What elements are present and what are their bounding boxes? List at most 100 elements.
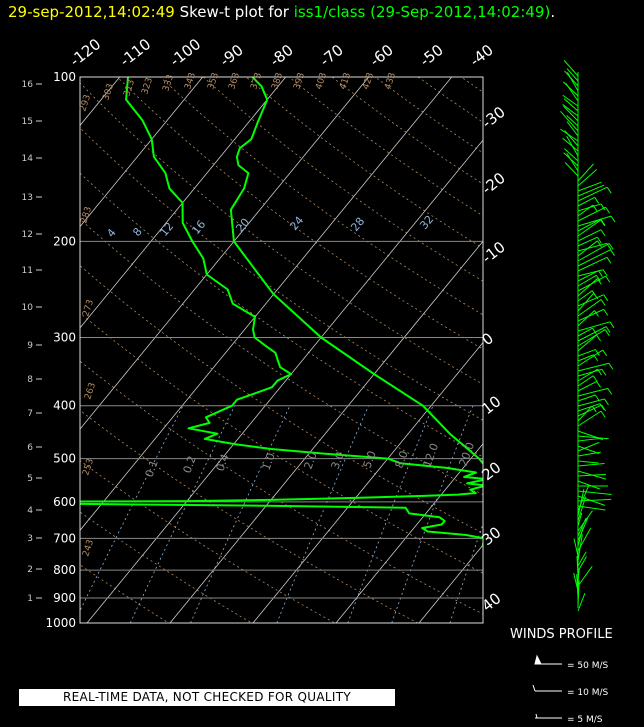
- dry-adiabat-label: 273: [81, 298, 96, 317]
- dry-adiabat-line: [80, 360, 483, 615]
- wind-barb-flag: [601, 369, 607, 376]
- wind-legend-5: = 5 M/S: [567, 715, 603, 725]
- wind-barb: [577, 368, 598, 382]
- wind-barb: [577, 592, 586, 612]
- pressure-tick-label: 300: [53, 331, 76, 345]
- wind-barb: [563, 98, 579, 112]
- wind-barb: [577, 375, 594, 387]
- mixing-ratio-label: 0.1: [143, 458, 161, 479]
- height-tick-label: 3: [27, 534, 33, 544]
- isotherm-top-label: -80: [266, 41, 296, 70]
- mixing-ratio-label: 32: [417, 213, 436, 232]
- wind-barb: [577, 308, 604, 322]
- pressure-tick-label: 900: [53, 591, 76, 605]
- height-tick-label: 1: [27, 594, 33, 604]
- mixing-ratio-label: 4: [104, 226, 118, 240]
- wind-barb: [577, 206, 606, 222]
- wind-barb-flag: [610, 215, 616, 223]
- wind-barb: [577, 512, 583, 527]
- wind-barb: [577, 405, 593, 422]
- isotherm-top-label: -50: [416, 41, 446, 70]
- wind-barb: [566, 121, 579, 137]
- dry-adiabat-label: 363: [227, 71, 242, 90]
- wind-barb-flag: [608, 243, 614, 250]
- wind-barb: [577, 387, 608, 397]
- dry-adiabat-label: 403: [314, 71, 329, 90]
- wind-barb-flag: [594, 310, 599, 317]
- wind-barb-flag: [594, 349, 600, 356]
- wind-barb: [577, 565, 593, 587]
- wind-barb: [577, 489, 585, 517]
- pressure-tick-label: 500: [53, 452, 76, 466]
- dry-adiabat-line: [80, 460, 336, 623]
- dry-adiabat-label: 323: [140, 76, 155, 95]
- wind-barb: [577, 437, 603, 442]
- wind-legend-barb-50: [534, 654, 562, 665]
- dry-adiabat-label: 263: [83, 381, 98, 400]
- wind-barb: [577, 435, 609, 440]
- plot-area: [80, 77, 644, 635]
- height-tick-label: 4: [27, 506, 33, 516]
- temperature-trace: [229, 77, 483, 465]
- wind-barb: [577, 290, 593, 302]
- dry-adiabat-label: 413: [338, 71, 353, 90]
- dewpoint-trace: [80, 77, 483, 547]
- wind-barb: [577, 184, 605, 197]
- wind-barb: [577, 163, 594, 182]
- wind-barb-flag: [593, 292, 599, 300]
- pressure-tick-label: 1000: [45, 616, 76, 630]
- wind-barb: [577, 480, 600, 490]
- mixing-ratio-label: 1.0: [260, 451, 278, 472]
- dry-adiabat-line: [80, 82, 483, 385]
- height-tick-label: 9: [27, 341, 33, 351]
- chart-title: 29-sep-2012,14:02:49 Skew-t plot for iss…: [8, 3, 555, 21]
- dry-adiabat-line: [80, 172, 483, 458]
- dry-adiabat-line: [116, 77, 483, 350]
- wind-barb: [577, 299, 602, 317]
- dry-adiabat-label: 393: [292, 71, 307, 90]
- wind-legend-barb-5: [535, 713, 562, 719]
- wind-barb-flag: [596, 278, 602, 285]
- dry-adiabat-label: 433: [383, 71, 398, 90]
- wind-barb-flag: [602, 269, 608, 276]
- wind-legend-50: = 50 M/S: [567, 661, 609, 671]
- wind-barb: [566, 115, 579, 127]
- wind-barb: [577, 445, 600, 455]
- wind-barb: [577, 249, 611, 267]
- wind-barb: [577, 240, 598, 257]
- wind-barb: [577, 556, 587, 572]
- isotherm-right-label: 40: [478, 589, 504, 615]
- wind-barb: [577, 473, 606, 477]
- wind-barb-flag: [603, 309, 609, 316]
- wind-barb: [577, 326, 607, 342]
- wind-barb: [577, 398, 605, 407]
- wind-barb: [565, 82, 579, 102]
- wind-barb-flag: [600, 219, 606, 227]
- wind-barb: [577, 327, 593, 337]
- dry-adiabat-line: [331, 77, 483, 185]
- mixing-ratio-label: 8.0: [393, 449, 411, 470]
- wind-barb: [577, 215, 612, 227]
- pressure-tick-label: 700: [53, 531, 76, 545]
- wind-barb: [577, 218, 601, 232]
- wind-barb: [577, 394, 596, 402]
- dry-adiabat-line: [80, 511, 253, 623]
- dry-adiabat-line: [80, 265, 483, 534]
- wind-barb: [577, 381, 597, 392]
- wind-barb-flag: [608, 362, 614, 370]
- wind-barb: [563, 60, 579, 77]
- dry-adiabat-line: [504, 77, 644, 635]
- height-tick-label: 7: [27, 409, 33, 419]
- wind-barb: [573, 538, 579, 557]
- title-plot-label: Skew-t plot for: [179, 3, 289, 21]
- wind-barb: [577, 496, 587, 522]
- wind-barb-flag: [600, 229, 606, 237]
- wind-barb-flag: [609, 321, 615, 329]
- wind-barb-flag: [592, 375, 598, 383]
- title-source: iss1/class (29-Sep-2012,14:02:49): [293, 3, 551, 21]
- height-tick-label: 16: [22, 80, 34, 90]
- pressure-tick-label: 800: [53, 563, 76, 577]
- mixing-ratio-line: [129, 405, 236, 623]
- pressure-tick-label: 100: [53, 70, 76, 84]
